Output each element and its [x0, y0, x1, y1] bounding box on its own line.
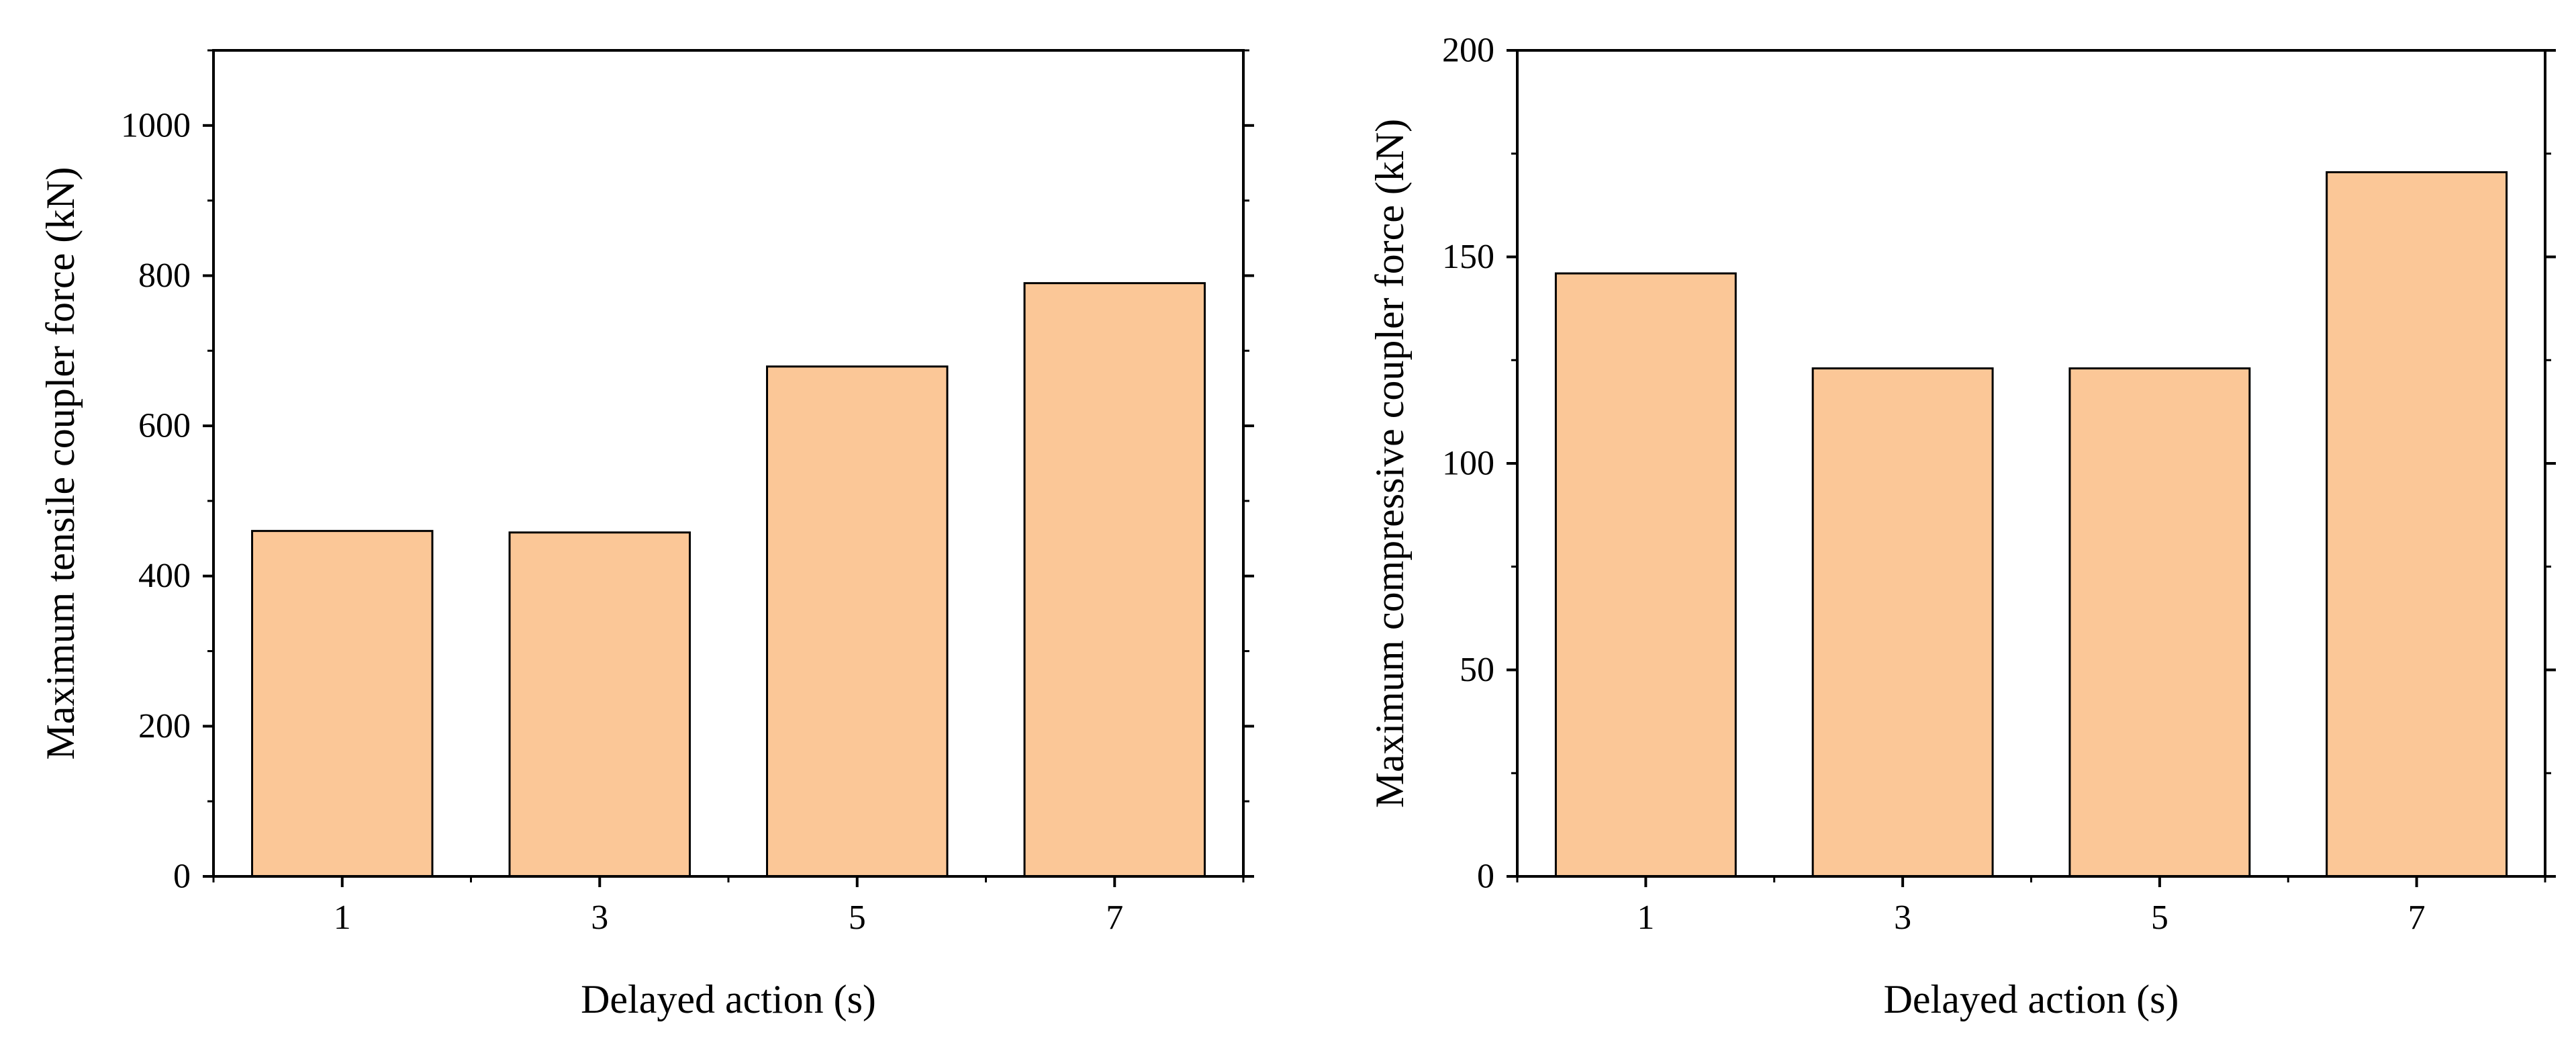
y-tick-label: 400 [138, 557, 191, 595]
y-axis-title: Maximum tensile coupler force (kN) [38, 167, 83, 760]
y-tick-label: 600 [138, 407, 191, 445]
x-tick-label: 3 [591, 899, 608, 937]
y-tick-label: 100 [1442, 445, 1494, 483]
y-tick-label: 0 [1477, 858, 1494, 896]
y-tick-label: 0 [173, 858, 191, 896]
bar-5 [2068, 367, 2251, 878]
x-tick-label: 3 [1894, 899, 1911, 937]
chart-panel-2: 0 50 100 150 200 1 3 5 7 Delayed action (s) Maximu… [1368, 32, 2556, 1021]
x-axis-title: Delayed action (s) [581, 977, 876, 1021]
y-tick-label: 200 [1442, 32, 1494, 70]
y-tick-label: 200 [138, 707, 191, 745]
bar-7 [1023, 282, 1206, 878]
x-tick-label: 7 [1106, 899, 1123, 937]
bar-1 [251, 530, 434, 878]
y-tick-label: 150 [1442, 238, 1494, 276]
bar-1 [1554, 272, 1737, 878]
x-tick-label: 1 [334, 899, 351, 937]
y-axis-title: Maximum compressive coupler force (kN) [1368, 119, 1412, 808]
chart-panel-1: 0 200 400 600 800 1000 1 3 5 7 Delayed action (s) M… [38, 49, 1254, 1021]
bar-5 [766, 365, 949, 878]
x-tick-label: 5 [849, 899, 866, 937]
x-tick-label: 1 [1637, 899, 1654, 937]
bar-3 [508, 531, 691, 878]
x-axis-title: Delayed action (s) [1884, 977, 2179, 1021]
x-tick-label: 7 [2408, 899, 2426, 937]
y-tick-label: 800 [138, 257, 191, 295]
bar-3 [1811, 367, 1994, 878]
x-tick-label: 5 [2151, 899, 2168, 937]
bar-7 [2326, 171, 2508, 878]
y-tick-label: 50 [1460, 651, 1494, 689]
y-tick-label: 1000 [121, 106, 191, 144]
